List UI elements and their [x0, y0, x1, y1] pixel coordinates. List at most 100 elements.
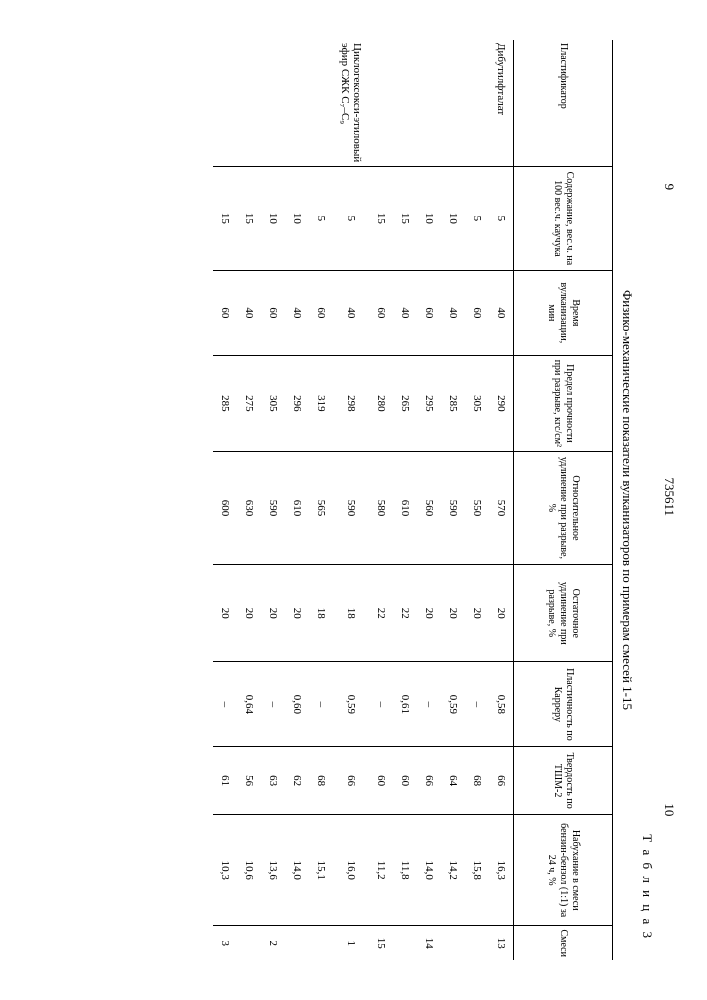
cell-value: 20 — [417, 565, 441, 662]
cell-plastifikator — [369, 40, 393, 167]
cell-value: 560 — [417, 451, 441, 564]
cell-value — [393, 926, 417, 960]
cell-plastifikator — [213, 40, 237, 167]
cell-value — [237, 926, 261, 960]
cell-value: 10 — [417, 167, 441, 271]
cell-value: 600 — [213, 451, 237, 564]
cell-value: 10 — [261, 167, 285, 271]
cell-value: – — [465, 662, 489, 747]
page-header: 9 735611 10 — [661, 40, 677, 960]
cell-value: 15 — [393, 167, 417, 271]
cell-value: 14,0 — [285, 814, 309, 926]
cell-value: 15 — [237, 167, 261, 271]
cell-value: 15 — [213, 167, 237, 271]
table-row: 106029556020–6614,014 — [417, 40, 441, 960]
table-row: 1540265610220,616011,8 — [393, 40, 417, 960]
cell-value: 60 — [465, 270, 489, 355]
cell-value — [309, 926, 333, 960]
col-swell: Набухание в смеси бензин-бензол (1:1) за… — [514, 814, 613, 926]
cell-plastifikator — [441, 40, 465, 167]
cell-value: 66 — [489, 747, 514, 815]
cell-value: 0,60 — [285, 662, 309, 747]
cell-value: 14,0 — [417, 814, 441, 926]
cell-value: 3 — [213, 926, 237, 960]
cell-value: 1 — [333, 926, 369, 960]
cell-plastifikator — [285, 40, 309, 167]
right-page-num: 10 — [661, 803, 677, 816]
left-page-num: 9 — [661, 184, 677, 191]
cell-value — [285, 926, 309, 960]
cell-value: 60 — [213, 270, 237, 355]
cell-value: 10 — [285, 167, 309, 271]
doc-number: 735611 — [661, 477, 677, 516]
col-time: Время вулканизации, мин — [514, 270, 613, 355]
cell-value: 590 — [441, 451, 465, 564]
cell-value: 11,8 — [393, 814, 417, 926]
cell-value: 14 — [417, 926, 441, 960]
cell-value: 66 — [417, 747, 441, 815]
cell-plastifikator — [417, 40, 441, 167]
cell-value: 60 — [369, 270, 393, 355]
cell-value: 20 — [489, 565, 514, 662]
cell-value: 565 — [309, 451, 333, 564]
cell-value: 68 — [465, 747, 489, 815]
cell-value: 610 — [393, 451, 417, 564]
cell-plastifikator — [237, 40, 261, 167]
cell-value: 22 — [393, 565, 417, 662]
cell-value: 18 — [333, 565, 369, 662]
cell-plastifikator: Циклогексокси-этиловый эфир СЖК С₇–С₉ — [333, 40, 369, 167]
col-hard: Твердость по ТШМ-2 — [514, 747, 613, 815]
table-row: 1040296610200,606214,0 — [285, 40, 309, 960]
cell-value: 61 — [213, 747, 237, 815]
cell-value: 285 — [213, 355, 237, 451]
cell-value: 570 — [489, 451, 514, 564]
cell-value: 0,59 — [333, 662, 369, 747]
cell-value: 15,1 — [309, 814, 333, 926]
cell-value: 280 — [369, 355, 393, 451]
cell-value: 68 — [309, 747, 333, 815]
cell-value: 56 — [237, 747, 261, 815]
cell-value: 2 — [261, 926, 285, 960]
cell-value: 40 — [441, 270, 465, 355]
cell-value: 20 — [237, 565, 261, 662]
table-row: 106030559020–6313,62 — [261, 40, 285, 960]
cell-value: 590 — [333, 451, 369, 564]
table-row: Дибутилфталат540290570200,586616,313 — [489, 40, 514, 960]
cell-value: 20 — [441, 565, 465, 662]
cell-value: 590 — [261, 451, 285, 564]
cell-value: 610 — [285, 451, 309, 564]
cell-value: 60 — [393, 747, 417, 815]
cell-value: 0,58 — [489, 662, 514, 747]
cell-value: 63 — [261, 747, 285, 815]
cell-value: 305 — [261, 355, 285, 451]
table-body: Дибутилфталат540290570200,586616,3135603… — [213, 40, 514, 960]
cell-value: – — [261, 662, 285, 747]
cell-plastifikator: Дибутилфталат — [489, 40, 514, 167]
table-row: 1040285590200,596414,2 — [441, 40, 465, 960]
cell-value: 10,6 — [237, 814, 261, 926]
cell-value: 0,64 — [237, 662, 261, 747]
cell-value: 15,8 — [465, 814, 489, 926]
cell-plastifikator — [309, 40, 333, 167]
table-caption: Физико-механические показатели вулканиза… — [619, 40, 635, 960]
cell-plastifikator — [465, 40, 489, 167]
cell-value: 10,3 — [213, 814, 237, 926]
cell-value: 16,0 — [333, 814, 369, 926]
cell-value: 13 — [489, 926, 514, 960]
cell-value: 40 — [333, 270, 369, 355]
cell-value: 66 — [333, 747, 369, 815]
table-row: 156028560020–6110,33 — [213, 40, 237, 960]
table-row: 156028058022–6011,215 — [369, 40, 393, 960]
cell-value: 285 — [441, 355, 465, 451]
table-row: 56031956518–6815,1 — [309, 40, 333, 960]
cell-value: 0,59 — [441, 662, 465, 747]
data-table: Пластификатор Содержание, вес.ч. на 100 … — [213, 40, 613, 960]
cell-value: 40 — [489, 270, 514, 355]
cell-value: 290 — [489, 355, 514, 451]
cell-value: 5 — [333, 167, 369, 271]
cell-value: 13,6 — [261, 814, 285, 926]
cell-value: – — [213, 662, 237, 747]
cell-value: 15 — [369, 167, 393, 271]
table-row: 1540275630200,645610,6 — [237, 40, 261, 960]
cell-value: 60 — [309, 270, 333, 355]
